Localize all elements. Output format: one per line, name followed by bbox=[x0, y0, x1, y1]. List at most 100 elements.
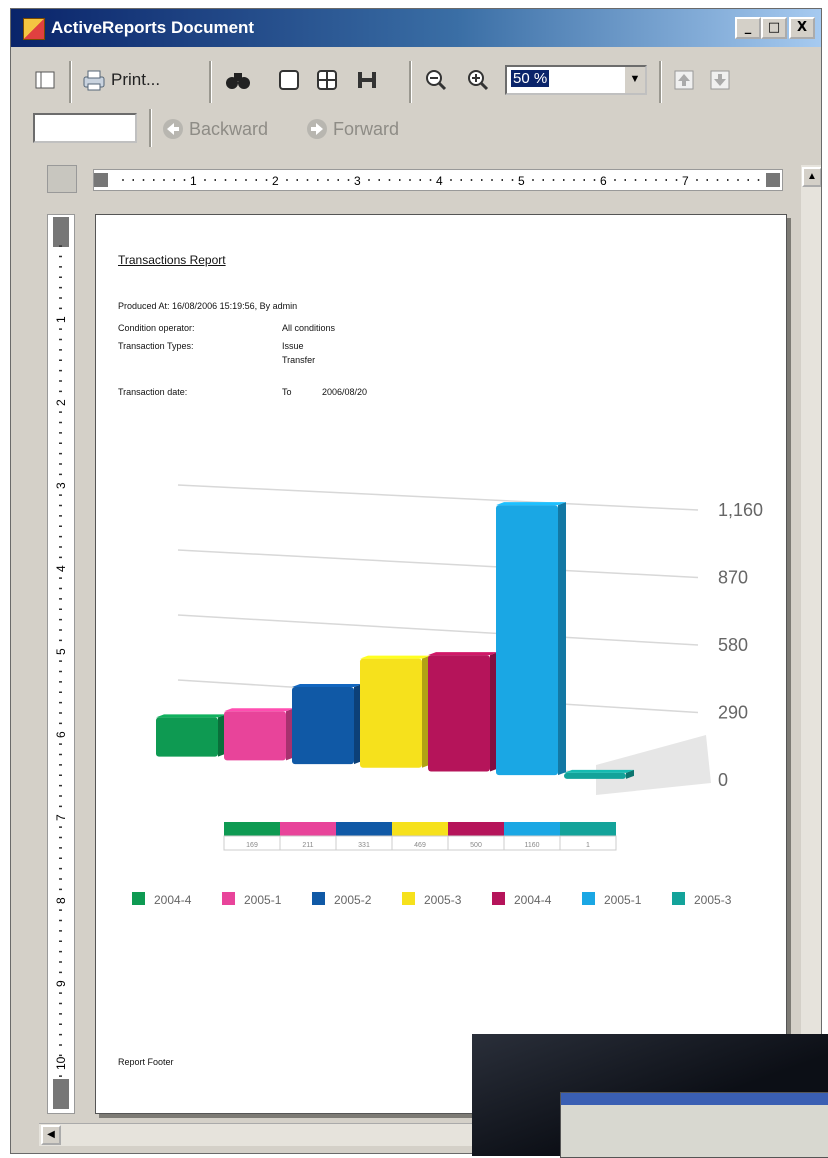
transaction-date-label: Transaction date: bbox=[118, 387, 188, 397]
ruler-tick bbox=[59, 328, 62, 330]
ruler-tick bbox=[59, 421, 62, 424]
maximize-button[interactable]: □ bbox=[761, 17, 787, 39]
ruler-tick bbox=[59, 888, 62, 891]
ruler-tick bbox=[59, 598, 62, 600]
ruler-number: 1 bbox=[54, 316, 68, 323]
condition-operator-label: Condition operator: bbox=[118, 323, 195, 333]
transaction-types-label: Transaction Types: bbox=[118, 341, 194, 351]
data-table-swatch bbox=[560, 822, 616, 836]
forward-label: Forward bbox=[333, 118, 400, 139]
horizontal-scrollbar[interactable]: ◀ bbox=[39, 1123, 479, 1146]
ruler-tick bbox=[59, 940, 62, 942]
data-table-swatch bbox=[504, 822, 560, 836]
ruler-tick bbox=[532, 179, 534, 181]
title-bar[interactable]: ActiveReports Document _ □ X bbox=[11, 9, 821, 47]
zoom-out-button[interactable] bbox=[421, 65, 451, 95]
next-page-button[interactable] bbox=[707, 67, 733, 93]
ruler-number: 3 bbox=[54, 482, 68, 489]
ruler-number: 5 bbox=[54, 648, 68, 655]
chart-bar-top bbox=[156, 714, 226, 718]
ruler-tick bbox=[59, 587, 62, 590]
ruler-tick bbox=[655, 179, 657, 181]
previous-page-button[interactable] bbox=[671, 67, 697, 93]
backward-button[interactable]: Backward bbox=[161, 115, 291, 143]
ruler-tick bbox=[59, 639, 62, 642]
ruler-tick bbox=[59, 930, 62, 932]
ruler-tick bbox=[296, 179, 298, 181]
fit-width-button[interactable] bbox=[351, 65, 383, 95]
zoom-select[interactable]: 50 % ▼ bbox=[505, 65, 647, 95]
monitor-photo bbox=[472, 1034, 828, 1158]
ruler-tick bbox=[59, 390, 62, 393]
page-number-input[interactable] bbox=[33, 113, 137, 143]
ruler-tick bbox=[214, 179, 216, 181]
fit-width-icon bbox=[358, 72, 376, 88]
vertical-ruler-scale: 1 2 3 4 5 6 7 8 9 10 bbox=[53, 217, 69, 1109]
ruler-tick bbox=[59, 961, 62, 963]
ruler-tick bbox=[388, 179, 391, 181]
legend-swatch bbox=[312, 892, 325, 905]
ruler-tick bbox=[142, 179, 145, 181]
find-button[interactable] bbox=[221, 65, 255, 95]
legend-label: 2005-1 bbox=[604, 893, 642, 907]
ruler-tick bbox=[59, 847, 62, 849]
ruler-tick bbox=[59, 525, 62, 527]
toc-toggle-button[interactable] bbox=[31, 65, 59, 95]
ruler-tick bbox=[59, 701, 62, 704]
single-page-button[interactable] bbox=[273, 65, 305, 95]
ruler-tick bbox=[59, 556, 62, 559]
zoom-in-button[interactable] bbox=[463, 65, 493, 95]
scroll-up-button[interactable]: ▲ bbox=[802, 167, 821, 187]
transaction-type-transfer: Transfer bbox=[282, 355, 316, 365]
ruler-tick bbox=[470, 179, 473, 181]
ruler-tick bbox=[542, 179, 544, 181]
ruler-tick bbox=[59, 1002, 62, 1005]
data-table-value: 211 bbox=[302, 842, 313, 849]
data-table-swatch bbox=[448, 822, 504, 836]
y-axis-tick-label: 1,160 bbox=[718, 500, 763, 520]
ruler-tick bbox=[59, 297, 62, 299]
ruler-tick bbox=[59, 878, 62, 880]
multi-page-button[interactable] bbox=[311, 65, 343, 95]
vertical-scrollbar[interactable]: ▲ bbox=[801, 165, 821, 1153]
ruler-tick bbox=[59, 452, 62, 455]
scroll-left-button[interactable]: ◀ bbox=[41, 1125, 61, 1145]
legend-swatch bbox=[402, 892, 415, 905]
minimize-button[interactable]: _ bbox=[735, 17, 761, 39]
ruler-tick bbox=[59, 805, 62, 808]
chevron-down-icon[interactable]: ▼ bbox=[623, 67, 645, 93]
ruler-tick bbox=[573, 179, 575, 181]
print-button[interactable]: Print... bbox=[81, 65, 191, 95]
ruler-tick bbox=[450, 179, 452, 181]
data-table-value: 169 bbox=[246, 842, 258, 849]
bottom-margin-marker[interactable] bbox=[53, 1079, 69, 1109]
legend-swatch bbox=[132, 892, 145, 905]
ruler-tick bbox=[460, 179, 462, 181]
ruler-tick bbox=[59, 338, 62, 341]
ruler-tick bbox=[59, 1023, 62, 1025]
ruler-tick bbox=[59, 836, 62, 839]
forward-arrow-icon bbox=[307, 119, 327, 139]
ruler-tick bbox=[265, 179, 268, 181]
ruler-tick bbox=[59, 909, 62, 911]
chart-bar bbox=[292, 687, 354, 765]
chart-shadow bbox=[596, 735, 711, 795]
ruler-tick bbox=[59, 722, 62, 725]
ruler-tick bbox=[153, 179, 155, 181]
transaction-date-value: 2006/08/20 bbox=[322, 387, 368, 397]
ruler-tick bbox=[255, 179, 257, 181]
top-margin-marker[interactable] bbox=[53, 217, 69, 247]
left-margin-marker[interactable] bbox=[94, 173, 108, 187]
ruler-tick bbox=[347, 179, 350, 181]
ruler-tick bbox=[59, 432, 62, 434]
ruler-tick bbox=[696, 179, 698, 181]
right-margin-marker[interactable] bbox=[766, 173, 780, 187]
ruler-tick bbox=[59, 494, 62, 496]
ruler-number: 2 bbox=[272, 174, 279, 188]
close-button[interactable]: X bbox=[789, 17, 815, 39]
ruler-tick bbox=[716, 179, 719, 181]
ruler-tick bbox=[59, 1013, 62, 1015]
forward-button[interactable]: Forward bbox=[305, 115, 425, 143]
report-viewer-window: ActiveReports Document _ □ X Print... 50… bbox=[10, 8, 822, 1154]
single-page-icon bbox=[279, 70, 299, 90]
